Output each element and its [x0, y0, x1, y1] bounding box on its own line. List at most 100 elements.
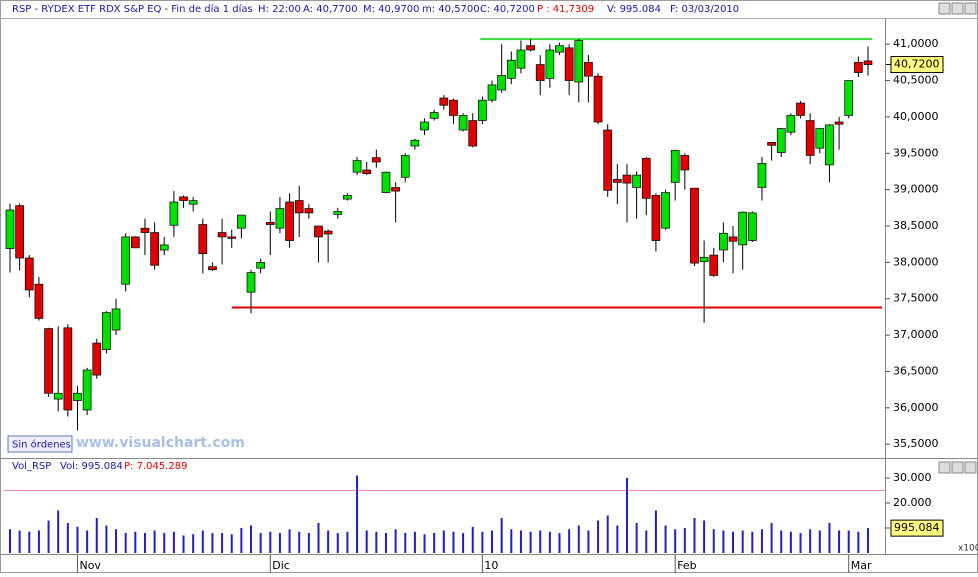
volume-bar [683, 528, 686, 553]
volume-bar [346, 531, 349, 553]
y-tick-label: 40,0000 [893, 110, 939, 123]
orders-label[interactable]: Sin órdenes [12, 439, 71, 451]
candle-body [169, 201, 179, 226]
window-button[interactable] [951, 2, 964, 15]
y-tick-label: 38,5000 [893, 219, 939, 232]
volume-bar [28, 531, 31, 553]
volume-bar [259, 533, 262, 553]
y-tick-label: 36,5000 [893, 364, 939, 377]
candle-body [198, 224, 208, 254]
window-button[interactable] [964, 461, 977, 474]
candle-body [834, 121, 844, 125]
candle-body [24, 257, 34, 291]
candle-body [854, 62, 863, 73]
volume-bar [664, 525, 667, 553]
volume-bar [18, 530, 21, 553]
candle-body [34, 283, 44, 319]
volume-bar [278, 533, 281, 553]
candle-body [555, 45, 564, 53]
candle-body [53, 392, 63, 400]
volume-bar [298, 531, 301, 553]
volume-bar [47, 520, 50, 553]
candle-body [757, 163, 767, 188]
volume-bar [568, 529, 571, 553]
volume-bar [201, 530, 204, 553]
orders-box[interactable] [7, 435, 73, 453]
volume-bar [172, 531, 175, 553]
last-volume-box [890, 519, 944, 537]
candle-body [439, 97, 449, 106]
volume-header-text: Vol: 995.084 [60, 461, 123, 472]
scale-label: x100 [958, 544, 978, 554]
volume-bar [828, 523, 831, 553]
volume-bar [307, 533, 310, 553]
candle-body [294, 200, 304, 214]
volume-bar [384, 533, 387, 553]
candle-body [612, 179, 622, 183]
candle-body [63, 327, 73, 411]
volume-bar [838, 530, 841, 553]
candle-body [863, 60, 873, 65]
window-button[interactable] [964, 2, 977, 15]
candle-body [825, 124, 834, 166]
y-tick-label: 30.000 [893, 471, 932, 484]
candle-body [593, 75, 603, 123]
candle-body [478, 99, 487, 121]
y-tick-label: 40,5000 [893, 74, 939, 87]
y-tick-label: 41,0000 [893, 37, 939, 50]
candle-body [632, 174, 641, 188]
candle-body [391, 187, 400, 192]
window-button[interactable] [951, 461, 964, 474]
volume-bar [741, 530, 744, 553]
volume-header-text: Vol_RSP [12, 461, 51, 472]
candle-body [844, 80, 854, 116]
candle-body [429, 112, 439, 119]
candle-body [699, 256, 709, 262]
volume-bar [780, 530, 783, 553]
candle-body [641, 158, 651, 199]
volume-bar [847, 530, 850, 553]
candle-body [246, 272, 256, 293]
volume-bar [857, 531, 860, 553]
volume-bar [558, 533, 561, 553]
candle-body [140, 227, 150, 233]
volume-bar [606, 515, 609, 553]
volume-bar [789, 531, 792, 553]
candle-body [188, 200, 198, 205]
volume-bar [519, 530, 522, 553]
volume-bar [809, 529, 812, 553]
volume-bar [712, 529, 715, 553]
y-tick-label: 20.000 [893, 496, 932, 509]
candle-body [159, 244, 169, 251]
volume-bar [597, 520, 600, 553]
candle-body [179, 196, 188, 201]
volume-bar [732, 531, 735, 553]
volume-bar [703, 520, 706, 553]
header-text: RSP - RYDEX ETF RDX S&P EQ - Fin de día … [12, 3, 253, 15]
candle-body [381, 171, 391, 193]
watermark: www.visualchart.com [76, 435, 245, 451]
volume-bar [66, 523, 69, 553]
candle-body [728, 236, 738, 242]
candle-body [680, 155, 690, 171]
candle-body [285, 201, 294, 241]
candle-body [73, 392, 82, 401]
candle-body [458, 115, 468, 131]
window-button[interactable] [938, 461, 951, 474]
header-text: F: 03/03/2010 [670, 4, 739, 15]
window-button[interactable] [938, 2, 951, 15]
volume-bar [539, 530, 542, 553]
candle-body [237, 214, 246, 229]
volume-bar [654, 510, 657, 553]
candle-body [323, 230, 333, 235]
volume-bar [770, 523, 773, 553]
volume-bar [510, 529, 513, 553]
volume-bar [192, 534, 195, 553]
volume-bar [269, 531, 272, 553]
volume-bar [645, 530, 648, 553]
volume-bar [577, 525, 580, 553]
volume-bar [356, 475, 359, 553]
candle-body [622, 174, 632, 184]
volume-bar [37, 530, 40, 553]
candle-body [227, 236, 237, 239]
